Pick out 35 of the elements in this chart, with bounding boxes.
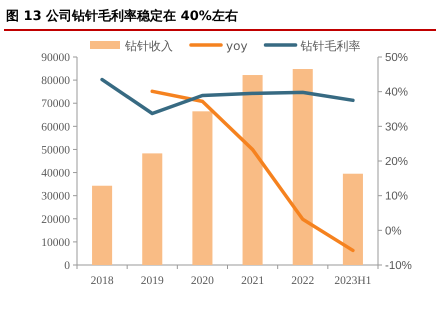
y-tick-label: 30000 (41, 190, 70, 203)
y-tick-label: 40000 (41, 168, 70, 180)
x-tick-label: 2021 (241, 275, 264, 287)
y-tick-label: 50000 (41, 144, 70, 156)
y-tick-label: 0 (64, 260, 70, 272)
y2-tick-label: 50% (385, 52, 408, 64)
y2-tick-label: 0% (385, 225, 402, 238)
y-tick-label: 10000 (41, 236, 70, 249)
legend-label: 钻针收入 (124, 39, 173, 53)
x-tick-label: 2020 (190, 275, 214, 287)
bar (192, 111, 212, 265)
y-tick-label: 70000 (41, 98, 70, 110)
x-tick-label: 2022 (291, 275, 314, 287)
y2-tick-label: 40% (385, 86, 408, 99)
y-tick-label: 20000 (41, 214, 70, 226)
bar (292, 69, 313, 265)
bar (342, 174, 363, 265)
bar (242, 75, 263, 265)
y-tick-label: 90000 (41, 52, 70, 64)
line-series (150, 90, 355, 252)
legend-label: 钻针毛利率 (300, 39, 361, 53)
x-tick-label: 2018 (90, 275, 114, 287)
x-tick-label: 2023H1 (334, 275, 372, 287)
x-tick-label: 2019 (140, 275, 164, 287)
bar (92, 186, 112, 265)
legend-label: yoy (226, 39, 248, 53)
y-tick-label: 80000 (41, 75, 70, 88)
y2-tick-label: 20% (385, 156, 408, 168)
y-tick-label: 60000 (41, 121, 70, 134)
bar (142, 153, 162, 265)
line-series (100, 78, 355, 116)
y2-tick-label: 10% (385, 190, 408, 203)
y2-tick-label: -10% (385, 260, 412, 272)
y2-tick-label: 30% (385, 121, 408, 134)
chart-title: 图 13 公司钻针毛利率稳定在 40%左右 (6, 8, 238, 24)
